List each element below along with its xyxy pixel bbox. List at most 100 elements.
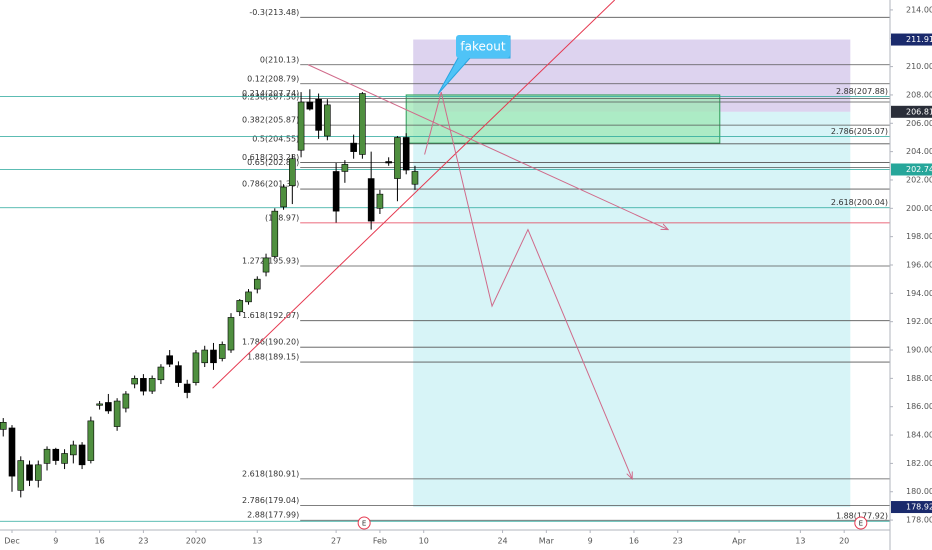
candle-body: [61, 453, 68, 464]
fib-level-label: 0.5(204.55): [252, 134, 299, 143]
y-tick-label: 178.00: [906, 516, 932, 525]
x-tick-label: Apr: [732, 537, 747, 546]
fib-level-label: 2.618(180.91): [242, 469, 299, 478]
y-tick-label: 214.00: [906, 5, 932, 14]
y-tick-label: 180.00: [906, 487, 932, 496]
candle-body: [87, 420, 95, 461]
y-tick-label: 208.00: [906, 90, 932, 99]
y-tick-label: 184.00: [906, 431, 932, 440]
candle-body: [105, 402, 112, 412]
candle-body: [34, 464, 42, 481]
candle-body: [350, 142, 357, 152]
candle-body: [140, 378, 147, 392]
candle-body: [280, 186, 287, 208]
candle-body: [297, 101, 305, 151]
candle-body: [70, 444, 77, 456]
price-tag: [891, 33, 932, 46]
candle-body: [253, 278, 261, 290]
x-tick-label: 16: [95, 537, 105, 546]
candle-body: [166, 355, 173, 365]
price-tag: [891, 501, 932, 514]
candle-body: [148, 378, 156, 392]
candle-body: [262, 257, 270, 273]
x-tick-label: 9: [588, 537, 593, 546]
candle-body: [367, 178, 375, 222]
price-tag-label: 211.91: [906, 35, 932, 44]
y-tick-label: 182.00: [906, 459, 932, 468]
candle-body: [17, 460, 25, 491]
event-label: E: [362, 520, 366, 528]
zone: [405, 94, 721, 144]
fib-level-label: 0.214(207.74): [242, 89, 299, 98]
price-tag-label: 178.92: [906, 503, 932, 512]
candle-body: [245, 291, 252, 303]
candle-body: [332, 171, 340, 212]
x-tick-label: 13: [795, 537, 805, 546]
y-tick-label: 206.00: [906, 119, 932, 128]
event-marker: [357, 516, 371, 530]
candle-body: [157, 366, 165, 381]
fib-level-label: -0.3(213.48): [249, 8, 299, 17]
fib-level-label: 2.786(205.07): [831, 127, 888, 136]
candle-body: [192, 352, 200, 383]
fib-level-label: 1.88(189.15): [247, 353, 299, 362]
fib-level-label: 0.382(205.87): [242, 116, 299, 125]
plot-area: -0.3(213.48) 0(210.13) 0.12(208.79) 0.214(2…: [0, 0, 890, 522]
x-tick-label: 27: [331, 537, 341, 546]
candle-body: [402, 137, 410, 171]
projection-path: [424, 91, 633, 479]
x-tick-label: 2020: [186, 537, 206, 546]
price-tag-label: 206.81: [906, 107, 932, 116]
candle-body: [8, 427, 16, 477]
fib-level-label: 1.618(192.07): [242, 311, 299, 320]
candle-body: [113, 400, 121, 427]
fib-level-label: 1.786(190.20): [242, 338, 299, 347]
y-tick-label: 200.00: [906, 204, 932, 213]
candle-body: [210, 349, 217, 364]
fib-level-label: 0(210.13): [260, 55, 299, 64]
event-label: E: [859, 520, 863, 528]
y-tick-label: 204.00: [906, 147, 932, 156]
y-tick-label: 210.00: [906, 62, 932, 71]
candle-body: [289, 158, 296, 186]
callout: fakeout: [437, 35, 511, 95]
candle-body: [306, 101, 314, 110]
callout-box: [456, 35, 510, 58]
y-tick-label: 196.00: [906, 261, 932, 270]
x-tick-label: 16: [629, 537, 639, 546]
candle-body: [236, 300, 244, 313]
y-tick-label: 186.00: [906, 402, 932, 411]
candle-body: [315, 98, 322, 131]
trend-line: [307, 64, 668, 230]
axes: 178.00 180.00 182.00 184.00 186.00 188.00 190.…: [4, 5, 932, 546]
candle-body: [183, 383, 191, 393]
candle-body: [26, 464, 33, 481]
fib-level-label: 0.12(208.79): [247, 74, 299, 83]
candle-body: [52, 448, 60, 461]
candle-body: [271, 210, 279, 257]
fib-level-label: 1.88(177.92): [836, 512, 888, 521]
y-tick-label: 202.00: [906, 175, 932, 184]
fib-level-label: 2.88(207.88): [836, 87, 888, 96]
candle-body: [411, 171, 419, 185]
x-tick-label: 13: [252, 537, 262, 546]
y-tick-label: 198.00: [906, 232, 932, 241]
x-tick-label: 23: [673, 537, 683, 546]
candle-body: [385, 161, 392, 164]
x-tick-label: Dec: [4, 537, 19, 546]
x-tick-label: 23: [138, 537, 148, 546]
candle-body: [122, 393, 130, 409]
fib-level-label: 0.65(202.88): [247, 158, 299, 167]
y-tick-label: 190.00: [906, 346, 932, 355]
candle-body: [96, 403, 103, 406]
candle-body: [341, 164, 349, 172]
candle-body: [131, 378, 138, 385]
fib-level-label: 1.272(195.93): [242, 256, 299, 265]
y-tick-label: 194.00: [906, 289, 932, 298]
candle-body: [218, 344, 226, 359]
candle-body: [0, 421, 7, 430]
candle-body: [394, 137, 401, 179]
candle-body: [227, 317, 235, 351]
candle-body: [78, 444, 86, 466]
